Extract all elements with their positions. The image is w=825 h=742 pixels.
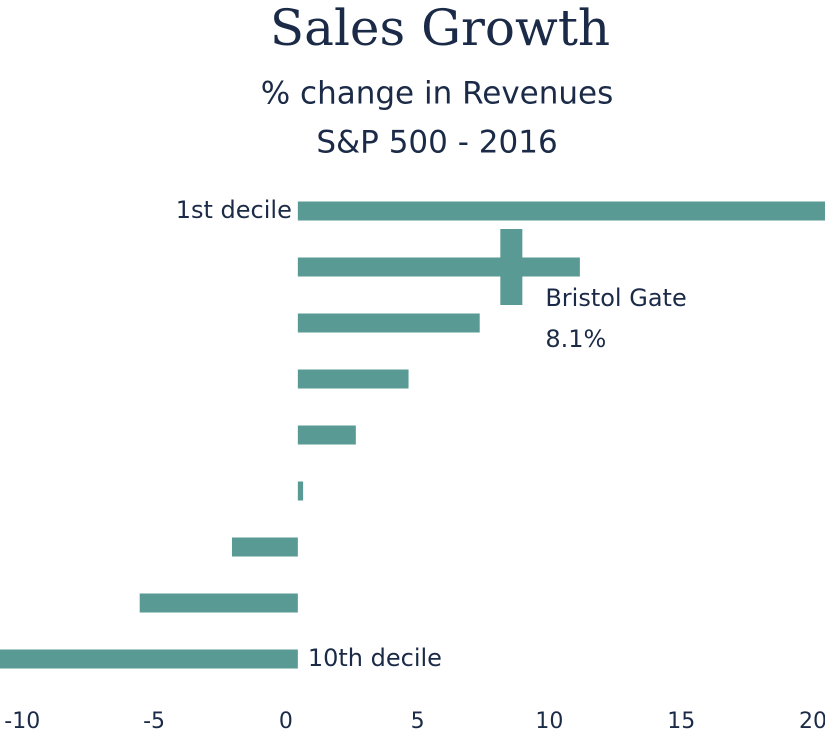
x-tick-label: 10	[535, 709, 563, 734]
x-tick-label: 20	[799, 709, 825, 734]
bar	[0, 649, 298, 669]
x-tick-label: 5	[411, 709, 425, 734]
bar	[139, 593, 298, 613]
x-tick-label: -10	[4, 709, 40, 734]
marker-value-label: 8.1%	[545, 325, 606, 353]
marker	[500, 229, 523, 305]
chart-subtitle: % change in Revenues	[261, 76, 614, 112]
chart-subtitle: S&P 500 - 2016	[316, 125, 557, 161]
chart-title: Sales Growth	[270, 0, 610, 57]
x-tick-label: 0	[279, 709, 293, 734]
category-label: 10th decile	[308, 644, 442, 672]
x-tick-label: -5	[143, 709, 165, 734]
marker-label: Bristol Gate	[545, 284, 686, 312]
bar	[297, 425, 356, 445]
bar	[297, 481, 304, 501]
bar	[297, 313, 480, 333]
x-tick-label: 15	[667, 709, 695, 734]
bar	[297, 369, 409, 389]
bar	[297, 257, 580, 277]
plot-area	[0, 201, 825, 669]
bar	[231, 537, 298, 557]
category-label: 1st decile	[176, 196, 292, 224]
bar	[297, 201, 825, 221]
